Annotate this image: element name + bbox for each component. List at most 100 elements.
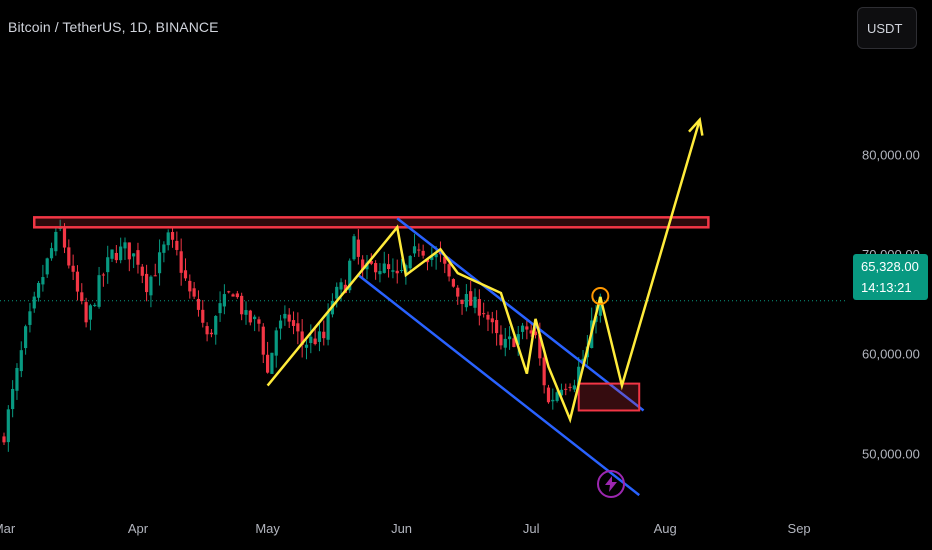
- support-box: [577, 382, 641, 412]
- bar-countdown: 14:13:21: [861, 280, 912, 295]
- projection-arrow-head: [688, 117, 704, 136]
- candle-body: [261, 326, 265, 355]
- candle-body: [568, 386, 572, 388]
- candle-body: [270, 352, 274, 374]
- candle-body: [559, 389, 564, 396]
- x-tick-label: Sep: [788, 521, 811, 536]
- candle-body: [456, 287, 460, 297]
- candle-body: [296, 323, 300, 332]
- time-axis: Mar Apr May Jun Jul Aug Sep: [0, 521, 811, 536]
- channel-lower-line: [357, 274, 640, 497]
- candle-body: [45, 258, 49, 275]
- candle-body: [577, 366, 581, 385]
- candle-body: [97, 275, 101, 307]
- candle-body: [274, 330, 278, 356]
- candle-body: [205, 326, 209, 335]
- candle-body: [41, 277, 45, 285]
- candle-body: [244, 310, 248, 315]
- candle-body: [551, 399, 555, 402]
- candle-body: [408, 255, 412, 269]
- candle-body: [339, 282, 343, 290]
- candle-body: [32, 296, 36, 309]
- candle-body: [106, 257, 110, 273]
- candle-body: [542, 357, 546, 386]
- resistance-zone: [32, 216, 710, 229]
- candle-body: [119, 246, 123, 261]
- candle-body: [304, 344, 309, 348]
- candle-body: [240, 295, 244, 315]
- candle-body: [49, 248, 54, 259]
- candle-body: [287, 314, 291, 322]
- candles-layer: [2, 219, 602, 452]
- candle-body: [127, 242, 131, 260]
- last-price-tag: 65,328.00 14:13:21: [853, 254, 928, 300]
- candle-body: [2, 436, 6, 443]
- candle-body: [538, 334, 542, 359]
- candle-body: [140, 266, 144, 276]
- candle-body: [192, 288, 196, 297]
- candle-body: [62, 227, 67, 248]
- candle-body: [430, 256, 434, 261]
- candle-body: [227, 291, 231, 293]
- candle-body: [24, 326, 28, 349]
- candle-body: [313, 338, 317, 345]
- candle-body: [477, 299, 481, 316]
- candle-body: [36, 282, 41, 298]
- candle-body: [257, 319, 261, 324]
- candle-body: [183, 270, 188, 279]
- candle-body: [11, 388, 15, 410]
- candle-body: [15, 367, 19, 391]
- currency-button[interactable]: USDT: [857, 7, 917, 49]
- candle-body: [201, 309, 205, 323]
- candle-body: [356, 239, 360, 257]
- candle-body: [464, 294, 468, 308]
- candle-body: [399, 270, 404, 272]
- candle-body: [421, 250, 425, 256]
- candle-body: [546, 387, 551, 403]
- candle-body: [235, 293, 239, 298]
- candle-body: [309, 336, 313, 344]
- candle-body: [525, 326, 529, 330]
- candle-body: [572, 385, 577, 390]
- candle-body: [278, 320, 283, 329]
- candle-body: [291, 320, 296, 326]
- candle-body: [460, 299, 464, 305]
- x-tick-label: Jul: [523, 521, 540, 536]
- candle-body: [391, 270, 395, 272]
- candle-body: [322, 331, 326, 339]
- candle-body: [499, 334, 503, 346]
- candle-body: [170, 231, 175, 240]
- candle-body: [382, 263, 386, 273]
- lightning-bolt-icon[interactable]: [597, 470, 625, 498]
- candle-body: [188, 280, 192, 292]
- candle-body: [348, 260, 352, 291]
- x-tick-label: Jun: [391, 521, 412, 536]
- candle-body: [469, 291, 473, 306]
- candle-body: [75, 271, 80, 292]
- candle-body: [218, 303, 222, 314]
- candle-body: [222, 294, 226, 307]
- candle-body: [507, 336, 512, 340]
- candle-body: [447, 264, 451, 277]
- candle-body: [581, 358, 585, 365]
- candle-body: [434, 253, 438, 258]
- candle-body: [253, 316, 257, 320]
- candle-body: [369, 260, 373, 264]
- candle-body: [162, 244, 166, 253]
- candle-body: [490, 318, 494, 323]
- candle-body: [520, 325, 525, 332]
- candle-body: [283, 313, 287, 319]
- candle-body: [145, 273, 149, 293]
- candle-body: [101, 274, 105, 276]
- candle-body: [598, 296, 602, 316]
- candle-body: [417, 249, 421, 251]
- candle-body: [67, 247, 71, 266]
- candle-body: [451, 279, 456, 287]
- candle-body: [209, 332, 214, 335]
- candle-body: [486, 314, 490, 320]
- candle-body: [564, 388, 568, 390]
- candle-body: [352, 236, 356, 260]
- candle-body: [443, 256, 447, 264]
- channel-upper-line: [396, 217, 645, 412]
